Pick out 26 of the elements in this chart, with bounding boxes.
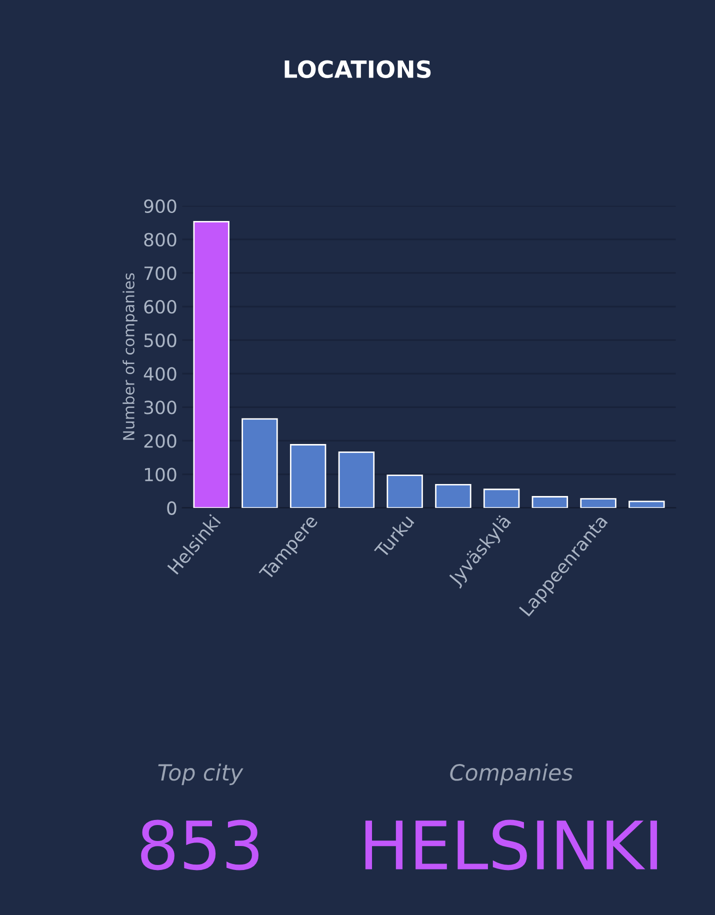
y-axis-title: Number of companies (122, 273, 138, 440)
bar (290, 444, 326, 508)
bar (242, 418, 278, 508)
bar (386, 474, 423, 508)
y-tick-label: 200 (144, 434, 176, 448)
bar (628, 500, 665, 508)
text: Companies (450, 764, 573, 786)
y-tick-label: 400 (144, 367, 176, 381)
y-tick-label: 100 (144, 468, 176, 482)
y-tick-label: 0 (167, 501, 176, 515)
bar (338, 451, 375, 508)
bar (435, 484, 472, 508)
y-tick-label: 900 (144, 199, 176, 213)
y-tick-label: 700 (144, 266, 176, 280)
text: Top city (158, 764, 244, 786)
chart-title: LOCATIONS (284, 60, 431, 78)
y-tick-label: 500 (144, 334, 176, 348)
bar (483, 488, 520, 508)
text: 853 (141, 820, 258, 870)
text: HELSINKI (365, 820, 657, 870)
bar (193, 220, 230, 508)
bar (580, 498, 616, 508)
y-tick-label: 800 (144, 232, 176, 247)
bar (532, 496, 568, 508)
y-tick-label: 300 (144, 400, 176, 414)
y-tick-label: 600 (144, 300, 176, 314)
